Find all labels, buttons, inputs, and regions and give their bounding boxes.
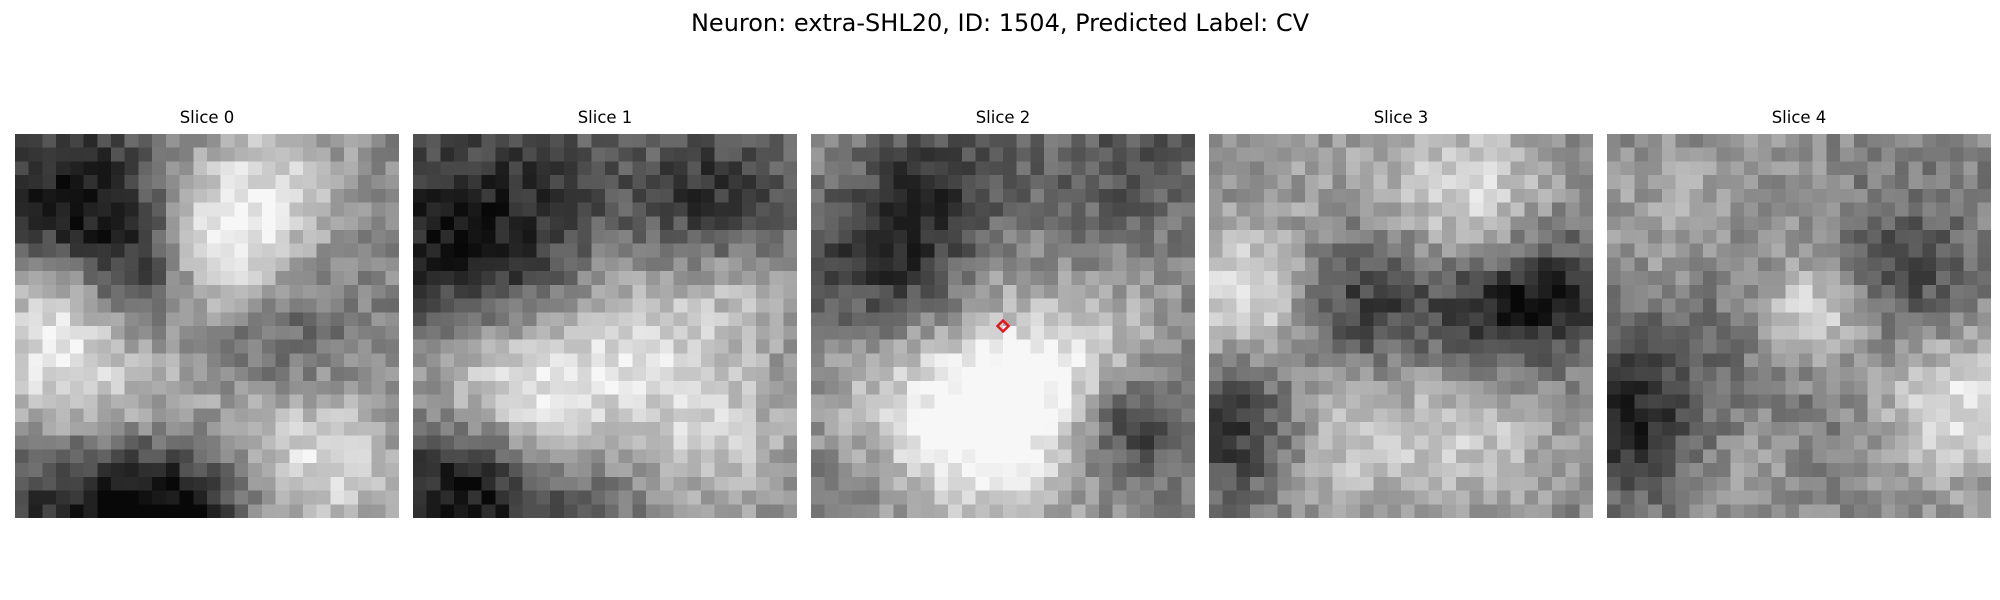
slice-panel-3: Slice 3	[1209, 108, 1593, 518]
slice-title-4: Slice 4	[1771, 108, 1827, 127]
slice-title-1: Slice 1	[577, 108, 633, 127]
slice-panel-2: Slice 2	[811, 108, 1195, 518]
diamond-marker-icon	[996, 319, 1010, 333]
slice-title-3: Slice 3	[1373, 108, 1429, 127]
slice-title-0: Slice 0	[179, 108, 235, 127]
slice-title-2: Slice 2	[975, 108, 1031, 127]
slice-image-1	[413, 134, 797, 518]
slice-panel-4: Slice 4	[1607, 108, 1991, 518]
figure-title: Neuron: extra-SHL20, ID: 1504, Predicted…	[690, 9, 1310, 37]
slice-panel-0: Slice 0	[15, 108, 399, 518]
slice-panel-1: Slice 1	[413, 108, 797, 518]
slice-image-3	[1209, 134, 1593, 518]
slice-image-0	[15, 134, 399, 518]
slice-image-2	[811, 134, 1195, 518]
slice-image-4	[1607, 134, 1991, 518]
